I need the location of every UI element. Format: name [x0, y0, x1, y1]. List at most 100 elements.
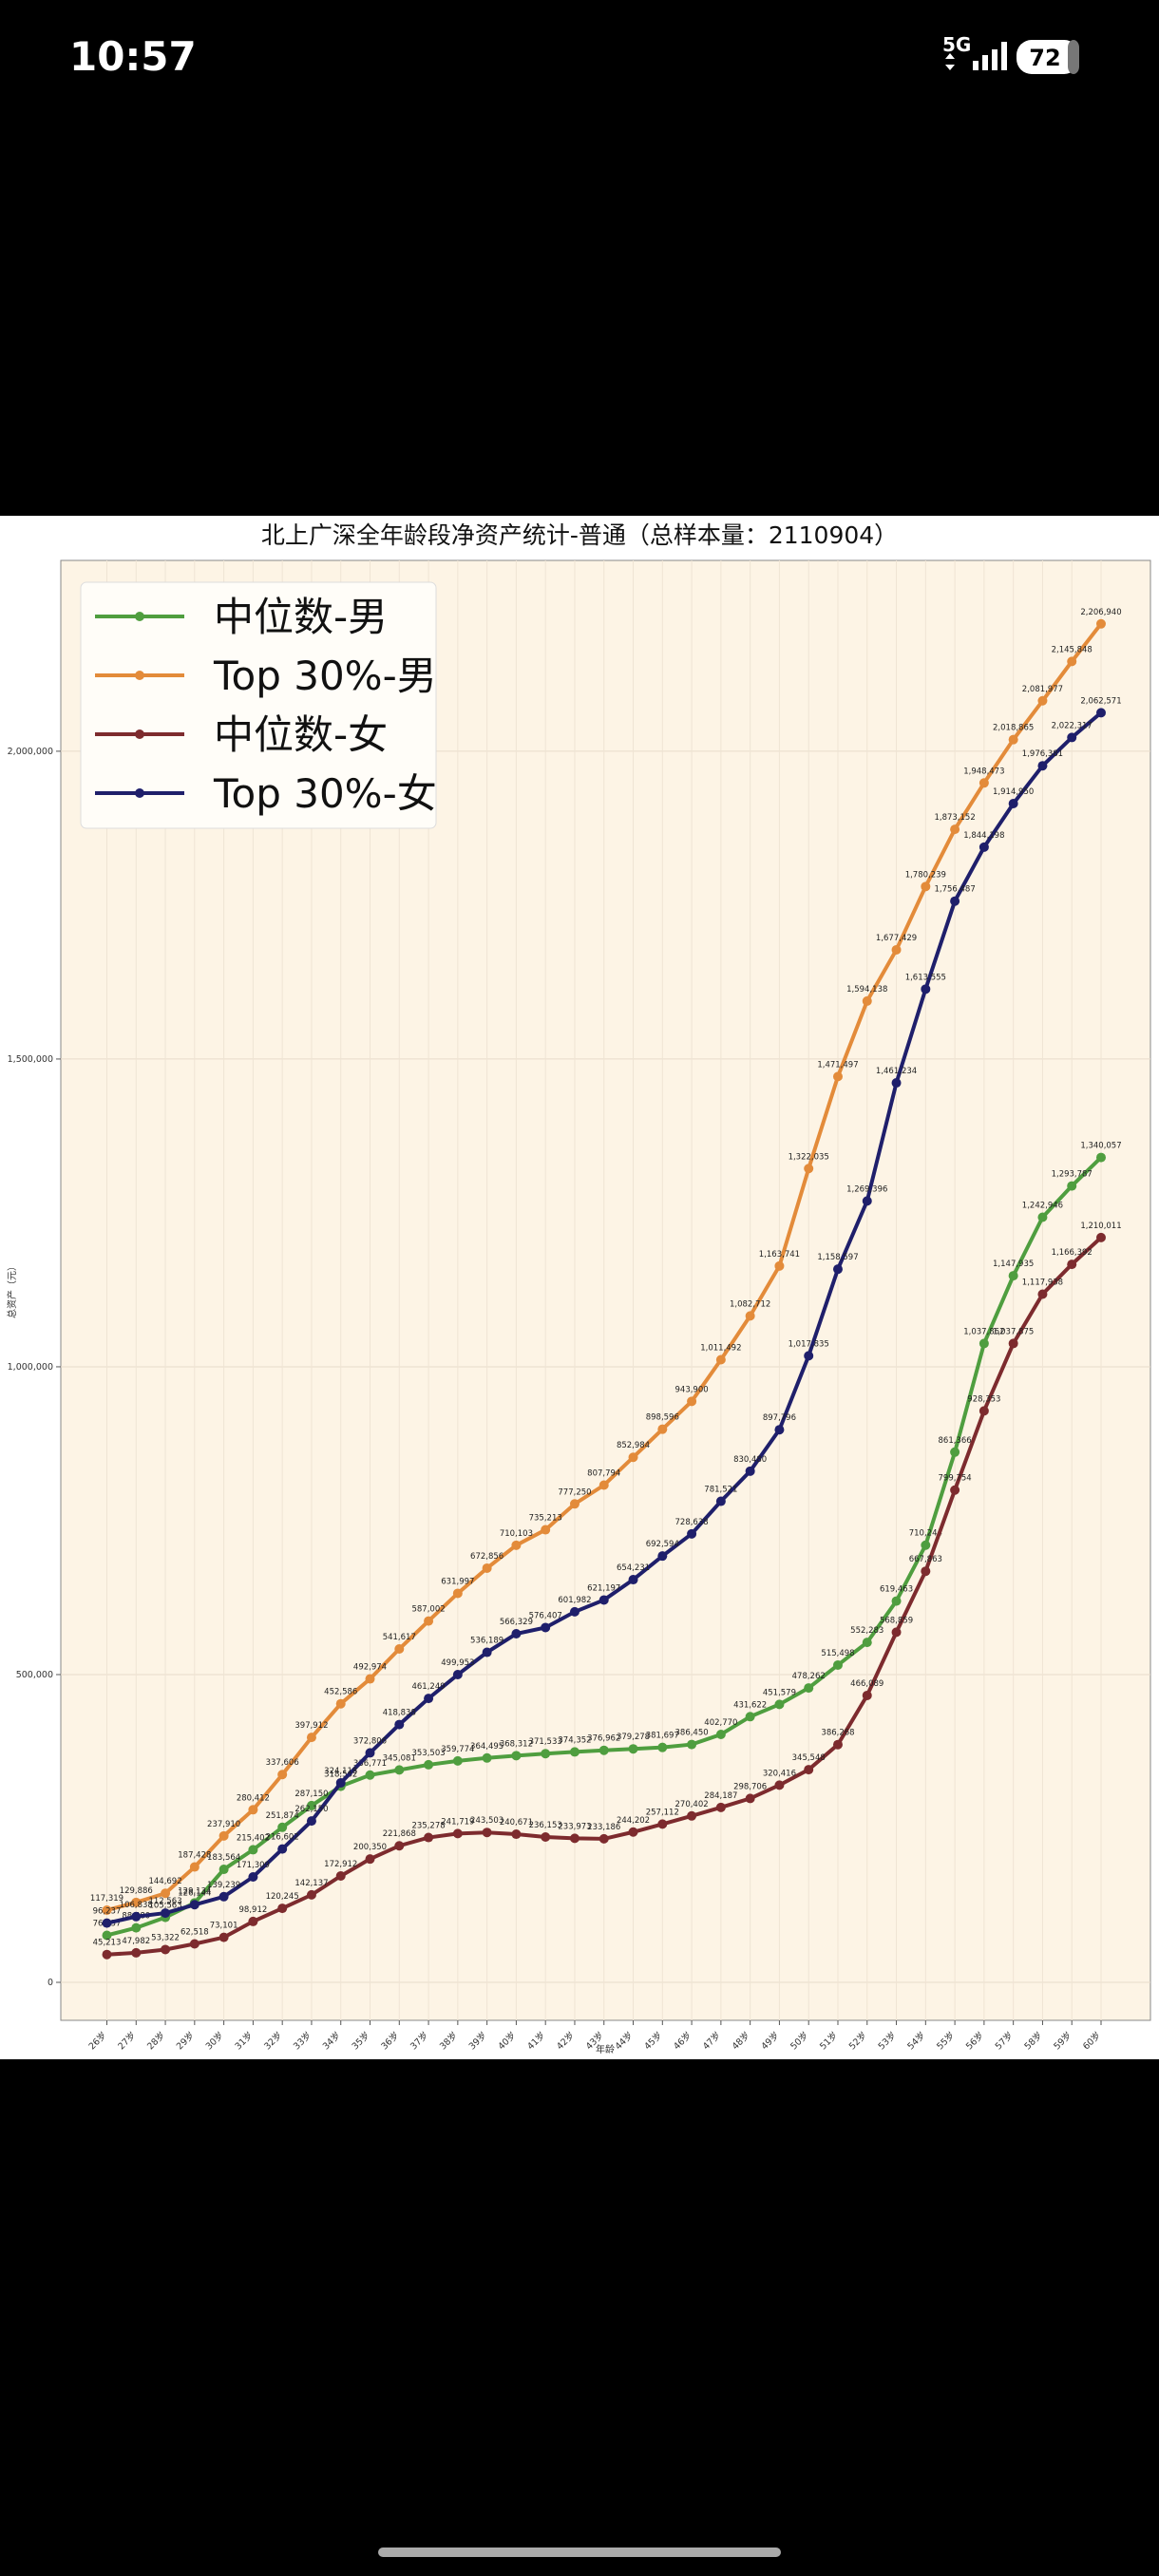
- data-label: 451,579: [763, 1688, 796, 1697]
- data-label: 1,948,473: [963, 767, 1004, 776]
- data-point: [189, 1939, 200, 1949]
- data-label: 1,293,787: [1052, 1170, 1092, 1180]
- data-point: [511, 1751, 522, 1761]
- data-point: [804, 1765, 814, 1775]
- data-label: 1,117,938: [1022, 1279, 1063, 1288]
- data-point: [511, 1829, 522, 1840]
- data-label: 320,416: [763, 1769, 796, 1778]
- data-label: 552,283: [850, 1626, 884, 1636]
- data-point: [921, 881, 931, 892]
- data-label: 98,912: [239, 1905, 268, 1915]
- data-label: 183,564: [207, 1853, 240, 1863]
- data-label: 368,312: [500, 1739, 533, 1749]
- data-label: 1,082,712: [730, 1299, 770, 1309]
- data-point: [131, 1947, 142, 1958]
- data-point: [394, 1644, 405, 1655]
- signal-icon: [945, 42, 1007, 70]
- data-label: 1,594,138: [846, 985, 887, 994]
- data-point: [862, 1196, 872, 1206]
- data-point: [1096, 1152, 1106, 1163]
- data-point: [891, 944, 902, 955]
- data-point: [424, 1832, 434, 1843]
- data-point: [657, 1742, 668, 1752]
- data-point: [774, 1780, 785, 1790]
- data-point: [569, 1747, 580, 1757]
- data-label: 1,037,875: [993, 1327, 1034, 1336]
- data-point: [335, 1870, 346, 1881]
- data-label: 587,002: [411, 1605, 445, 1615]
- data-point: [102, 1918, 112, 1928]
- data-label: 1,037,862: [963, 1327, 1004, 1336]
- data-point: [248, 1845, 258, 1855]
- data-label: 144,692: [148, 1877, 181, 1886]
- data-label: 117,319: [90, 1894, 124, 1904]
- data-label: 897,796: [763, 1413, 796, 1423]
- data-point: [131, 1897, 142, 1907]
- data-point: [277, 1844, 288, 1854]
- data-point: [950, 1447, 960, 1457]
- data-point: [306, 1800, 316, 1810]
- data-label: 541,617: [383, 1633, 416, 1642]
- legend-box: [80, 581, 437, 829]
- data-label: 381,697: [646, 1732, 679, 1741]
- data-label: 781,521: [704, 1486, 737, 1495]
- data-point: [950, 896, 960, 906]
- data-label: 215,402: [237, 1833, 270, 1843]
- data-point: [628, 1827, 638, 1837]
- data-point: [569, 1606, 580, 1617]
- data-label: 142,137: [294, 1879, 328, 1888]
- data-point: [335, 1777, 346, 1788]
- data-point: [832, 1264, 843, 1275]
- data-label: 129,134: [178, 1886, 211, 1896]
- data-label: 1,269,396: [846, 1184, 887, 1194]
- data-point: [657, 1424, 668, 1434]
- data-label: 621,197: [587, 1583, 620, 1593]
- data-point: [745, 1712, 755, 1722]
- data-point: [131, 1923, 142, 1933]
- data-label: 374,352: [558, 1735, 591, 1745]
- data-point: [365, 1748, 375, 1758]
- data-point: [161, 1944, 171, 1955]
- battery: [1016, 40, 1079, 74]
- data-point: [277, 1770, 288, 1780]
- chart-title: 北上广深全年龄段净资产统计-普通（总样本量：2110904）: [261, 521, 898, 549]
- data-point: [832, 1739, 843, 1750]
- data-point: [335, 1698, 346, 1709]
- data-label: 337,606: [266, 1758, 299, 1768]
- data-label: 1,471,497: [817, 1060, 858, 1070]
- y-tick-label: 500,000: [16, 1670, 53, 1680]
- data-point: [832, 1071, 843, 1082]
- data-point: [424, 1694, 434, 1704]
- data-point: [131, 1911, 142, 1922]
- data-point: [774, 1425, 785, 1435]
- data-point: [978, 842, 989, 852]
- data-point: [102, 1949, 112, 1960]
- data-label: 692,594: [646, 1540, 679, 1549]
- data-point: [1096, 1232, 1106, 1242]
- data-label: 345,081: [383, 1753, 416, 1763]
- data-point: [511, 1540, 522, 1550]
- y-tick-label: 0: [48, 1978, 53, 1988]
- data-label: 251,874: [266, 1811, 299, 1821]
- data-label: 601,982: [558, 1596, 591, 1605]
- data-point: [1008, 1338, 1018, 1349]
- data-label: 240,671: [500, 1818, 533, 1828]
- data-point: [891, 1596, 902, 1606]
- data-label: 106,838: [120, 1901, 153, 1910]
- data-label: 852,984: [617, 1441, 650, 1450]
- data-point: [628, 1575, 638, 1585]
- data-label: 1,017,835: [788, 1339, 829, 1349]
- y-axis-label: 总资产（元）: [6, 1261, 18, 1318]
- data-label: 235,278: [411, 1822, 445, 1831]
- data-label: 53,322: [151, 1933, 180, 1942]
- data-label: 345,548: [792, 1753, 826, 1763]
- data-point: [598, 1745, 609, 1755]
- data-point: [921, 1540, 931, 1550]
- data-label: 45,213: [93, 1939, 122, 1948]
- data-point: [687, 1810, 697, 1821]
- data-point: [715, 1354, 726, 1365]
- legend-marker: [135, 729, 144, 739]
- data-label: 943,900: [675, 1385, 709, 1394]
- battery-level: 72: [1029, 45, 1060, 71]
- data-point: [1037, 1212, 1048, 1222]
